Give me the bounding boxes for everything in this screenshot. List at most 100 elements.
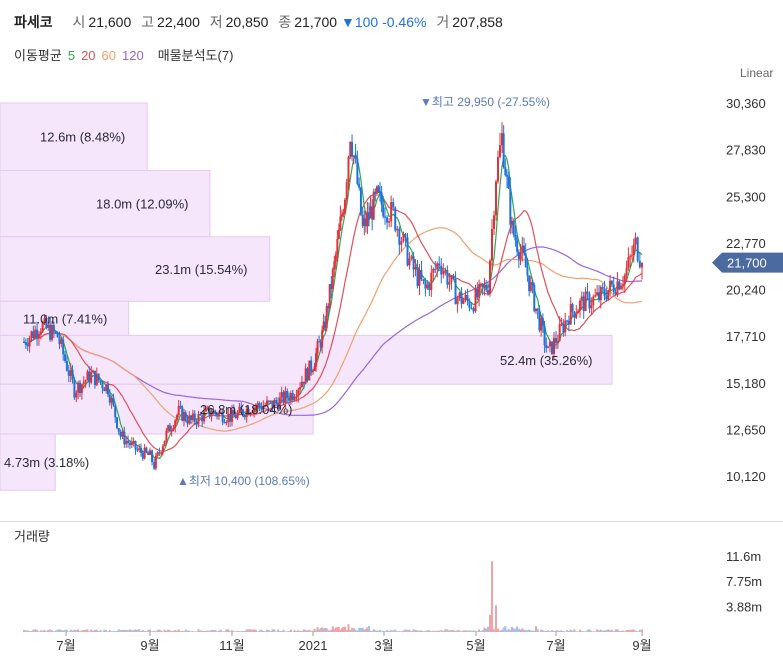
candle-body[interactable] [485, 284, 488, 291]
candle-body[interactable] [512, 221, 515, 235]
candle-body[interactable] [553, 338, 555, 354]
candle-body[interactable] [599, 287, 602, 301]
volume-bar[interactable] [232, 631, 235, 632]
volume-bar[interactable] [416, 630, 419, 632]
candle-body[interactable] [531, 282, 534, 285]
candle-body[interactable] [71, 369, 74, 380]
volume-bar[interactable] [375, 630, 378, 632]
candle-body[interactable] [343, 199, 346, 213]
volume-bar[interactable] [234, 631, 237, 632]
volume-bar[interactable] [34, 629, 37, 632]
volume-bar[interactable] [638, 629, 641, 632]
candle-body[interactable] [331, 269, 334, 289]
candle-body[interactable] [549, 341, 551, 347]
volume-bar[interactable] [90, 629, 93, 632]
volume-bar[interactable] [620, 631, 623, 632]
volume-bar[interactable] [254, 629, 257, 632]
ma-legend-60[interactable]: 60 [101, 48, 117, 63]
candle-body[interactable] [318, 341, 321, 343]
volume-bar[interactable] [134, 629, 137, 632]
volume-bar[interactable] [140, 631, 142, 632]
volume-bar[interactable] [582, 631, 585, 632]
candle-body[interactable] [384, 216, 387, 218]
candle-body[interactable] [28, 338, 31, 347]
volume-bar[interactable] [172, 630, 175, 632]
candle-body[interactable] [571, 304, 574, 312]
volume-bar[interactable] [181, 630, 184, 632]
candle-body[interactable] [231, 410, 233, 422]
volume-bar[interactable] [267, 629, 270, 632]
volume-bar[interactable] [528, 629, 531, 632]
candle-body[interactable] [446, 270, 449, 285]
volume-bar[interactable] [535, 626, 537, 632]
candle-body[interactable] [493, 215, 495, 230]
candle-body[interactable] [258, 403, 261, 407]
candle-body[interactable] [428, 284, 431, 291]
volume-bar[interactable] [358, 627, 361, 632]
candle-body[interactable] [172, 428, 175, 430]
volume-bar[interactable] [37, 631, 40, 632]
candle-body[interactable] [424, 281, 427, 289]
candle-body[interactable] [377, 186, 380, 192]
volume-bar[interactable] [143, 630, 146, 632]
candle-body[interactable] [199, 414, 202, 416]
candle-body[interactable] [112, 397, 115, 406]
volume-bar[interactable] [426, 630, 429, 632]
volume-bar[interactable] [80, 630, 83, 632]
candle-body[interactable] [339, 216, 342, 230]
volume-bar[interactable] [356, 630, 359, 632]
volume-bar[interactable] [599, 629, 602, 632]
volume-bar[interactable] [229, 631, 232, 632]
volume-bar[interactable] [165, 630, 168, 632]
volume-bar[interactable] [502, 627, 505, 632]
candle-body[interactable] [158, 452, 161, 454]
candle-body[interactable] [289, 392, 292, 401]
candle-body[interactable] [299, 387, 302, 390]
volume-bar[interactable] [632, 629, 635, 632]
candle-body[interactable] [186, 420, 189, 424]
candle-body[interactable] [312, 370, 314, 372]
volume-bar[interactable] [60, 630, 63, 632]
candle-body[interactable] [412, 256, 415, 270]
volume-bar[interactable] [567, 630, 570, 632]
volume-bar[interactable] [56, 629, 59, 632]
candle-body[interactable] [578, 300, 581, 311]
candle-body[interactable] [634, 237, 637, 245]
volume-bar[interactable] [262, 631, 265, 632]
candle-body[interactable] [623, 275, 626, 285]
volume-bar[interactable] [58, 629, 61, 632]
volume-bar[interactable] [390, 630, 393, 632]
volume-bar[interactable] [23, 629, 25, 632]
volume-bar[interactable] [479, 631, 482, 632]
candle-body[interactable] [153, 462, 156, 469]
candle-body[interactable] [212, 410, 215, 415]
candle-body[interactable] [265, 400, 268, 406]
volume-bar[interactable] [97, 631, 100, 632]
candle-body[interactable] [177, 406, 180, 416]
candle-body[interactable] [182, 412, 185, 421]
candle-body[interactable] [282, 392, 285, 403]
candle-body[interactable] [577, 310, 580, 314]
volume-bar[interactable] [147, 629, 150, 632]
volume-bar[interactable] [312, 630, 314, 632]
candle-body[interactable] [509, 188, 512, 225]
volume-bar[interactable] [310, 630, 313, 632]
candle-body[interactable] [386, 217, 389, 223]
volume-bar[interactable] [62, 630, 65, 632]
volume-bar[interactable] [634, 630, 637, 632]
candle-body[interactable] [167, 425, 170, 431]
volume-bar[interactable] [167, 629, 170, 632]
volume-bar[interactable] [349, 629, 352, 632]
volume-bar[interactable] [605, 630, 608, 632]
candle-body[interactable] [143, 447, 146, 459]
volume-bar[interactable] [278, 631, 281, 632]
volume-bar[interactable] [264, 631, 267, 632]
volume-bar[interactable] [49, 629, 52, 632]
candle-body[interactable] [69, 369, 72, 376]
candle-body[interactable] [573, 311, 576, 318]
candle-body[interactable] [438, 263, 441, 266]
candle-body[interactable] [558, 324, 561, 341]
candle-body[interactable] [86, 371, 89, 381]
candle-body[interactable] [396, 228, 399, 231]
volume-bar[interactable] [30, 631, 33, 632]
